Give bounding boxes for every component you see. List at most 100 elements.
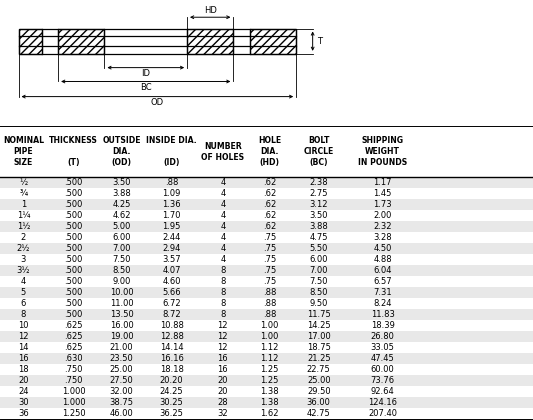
Text: 73.76: 73.76 — [370, 375, 395, 385]
Text: 3.88: 3.88 — [309, 222, 328, 231]
Text: 16: 16 — [18, 354, 29, 363]
Text: 4: 4 — [220, 189, 225, 198]
Text: 16: 16 — [217, 365, 228, 374]
Bar — [0, 331, 533, 342]
Text: ID: ID — [141, 69, 150, 78]
Text: 25.00: 25.00 — [110, 365, 133, 374]
Text: .75: .75 — [263, 277, 276, 286]
Text: 2.94: 2.94 — [163, 244, 181, 253]
Text: 10.88: 10.88 — [160, 321, 183, 330]
Text: 2½: 2½ — [17, 244, 30, 253]
Text: INSIDE DIA.

(ID): INSIDE DIA. (ID) — [146, 136, 197, 167]
Bar — [0, 320, 533, 331]
Text: 10.00: 10.00 — [110, 288, 133, 297]
Text: 30: 30 — [18, 398, 29, 407]
Text: 42.75: 42.75 — [307, 409, 330, 417]
Bar — [0, 287, 533, 298]
Text: 3.28: 3.28 — [374, 233, 392, 242]
Text: .630: .630 — [64, 354, 83, 363]
Text: 12: 12 — [217, 321, 228, 330]
Text: 11.83: 11.83 — [371, 310, 394, 319]
Text: 1.62: 1.62 — [261, 409, 279, 417]
Bar — [0, 309, 533, 320]
Text: ½: ½ — [19, 178, 28, 187]
Text: HOLE
DIA.
(HD): HOLE DIA. (HD) — [258, 136, 281, 167]
Text: 7.50: 7.50 — [310, 277, 328, 286]
Text: 5.00: 5.00 — [112, 222, 131, 231]
Text: 4: 4 — [220, 244, 225, 253]
Text: HD: HD — [204, 6, 216, 15]
Text: 4: 4 — [220, 211, 225, 220]
Text: .500: .500 — [64, 288, 83, 297]
Polygon shape — [19, 29, 42, 54]
Text: 4.60: 4.60 — [163, 277, 181, 286]
Text: 5: 5 — [21, 288, 26, 297]
Text: .62: .62 — [263, 178, 276, 187]
Text: .88: .88 — [263, 310, 277, 319]
Text: 6.00: 6.00 — [310, 255, 328, 264]
Text: .62: .62 — [263, 200, 276, 209]
Bar — [0, 407, 533, 418]
Text: 4.88: 4.88 — [374, 255, 392, 264]
Text: .62: .62 — [263, 211, 276, 220]
Text: 16.00: 16.00 — [110, 321, 133, 330]
Text: .750: .750 — [64, 365, 83, 374]
Text: 21.00: 21.00 — [110, 343, 133, 352]
Bar — [0, 265, 533, 276]
Text: 8: 8 — [220, 310, 225, 319]
Text: 8.50: 8.50 — [310, 288, 328, 297]
Text: 4: 4 — [220, 178, 225, 187]
Text: .62: .62 — [263, 222, 276, 231]
Text: 3.12: 3.12 — [310, 200, 328, 209]
Bar — [0, 276, 533, 287]
Text: 4.62: 4.62 — [112, 211, 131, 220]
Polygon shape — [187, 29, 233, 54]
Polygon shape — [250, 29, 296, 54]
Text: T: T — [317, 37, 321, 46]
Text: 12: 12 — [18, 332, 29, 341]
Text: 6: 6 — [21, 299, 26, 308]
Text: THICKNESS

(T): THICKNESS (T) — [49, 136, 98, 167]
Text: 12.88: 12.88 — [160, 332, 183, 341]
Text: 18.75: 18.75 — [307, 343, 330, 352]
Text: .75: .75 — [263, 255, 276, 264]
Text: 8: 8 — [220, 277, 225, 286]
Text: .625: .625 — [64, 321, 83, 330]
Text: 14: 14 — [18, 343, 29, 352]
Text: 12: 12 — [217, 332, 228, 341]
Text: 92.64: 92.64 — [371, 387, 394, 396]
Text: 36: 36 — [18, 409, 29, 417]
Text: 20.20: 20.20 — [160, 375, 183, 385]
Text: 8: 8 — [21, 310, 26, 319]
Text: .500: .500 — [64, 211, 83, 220]
Text: 7.31: 7.31 — [374, 288, 392, 297]
Text: .500: .500 — [64, 200, 83, 209]
Bar — [0, 210, 533, 221]
Text: 11.75: 11.75 — [307, 310, 330, 319]
Text: 1½: 1½ — [17, 222, 30, 231]
Text: 1.73: 1.73 — [374, 200, 392, 209]
Text: 60.00: 60.00 — [371, 365, 394, 374]
Text: 23.50: 23.50 — [110, 354, 133, 363]
Text: 9.00: 9.00 — [112, 277, 131, 286]
Text: 4.75: 4.75 — [310, 233, 328, 242]
Text: 32: 32 — [217, 409, 228, 417]
Text: 207.40: 207.40 — [368, 409, 397, 417]
Text: .500: .500 — [64, 266, 83, 275]
Text: 8: 8 — [220, 266, 225, 275]
Bar — [0, 177, 533, 189]
Text: .75: .75 — [263, 244, 276, 253]
Text: 6.04: 6.04 — [374, 266, 392, 275]
Text: .500: .500 — [64, 299, 83, 308]
Text: 25.00: 25.00 — [307, 375, 330, 385]
Text: 36.25: 36.25 — [160, 409, 183, 417]
Bar — [0, 386, 533, 396]
Text: .500: .500 — [64, 255, 83, 264]
Text: 4: 4 — [220, 233, 225, 242]
Text: 1.36: 1.36 — [163, 200, 181, 209]
Text: 11.00: 11.00 — [110, 299, 133, 308]
Text: .500: .500 — [64, 222, 83, 231]
Text: 1.09: 1.09 — [163, 189, 181, 198]
Text: BC: BC — [140, 83, 151, 92]
Text: 2.00: 2.00 — [374, 211, 392, 220]
